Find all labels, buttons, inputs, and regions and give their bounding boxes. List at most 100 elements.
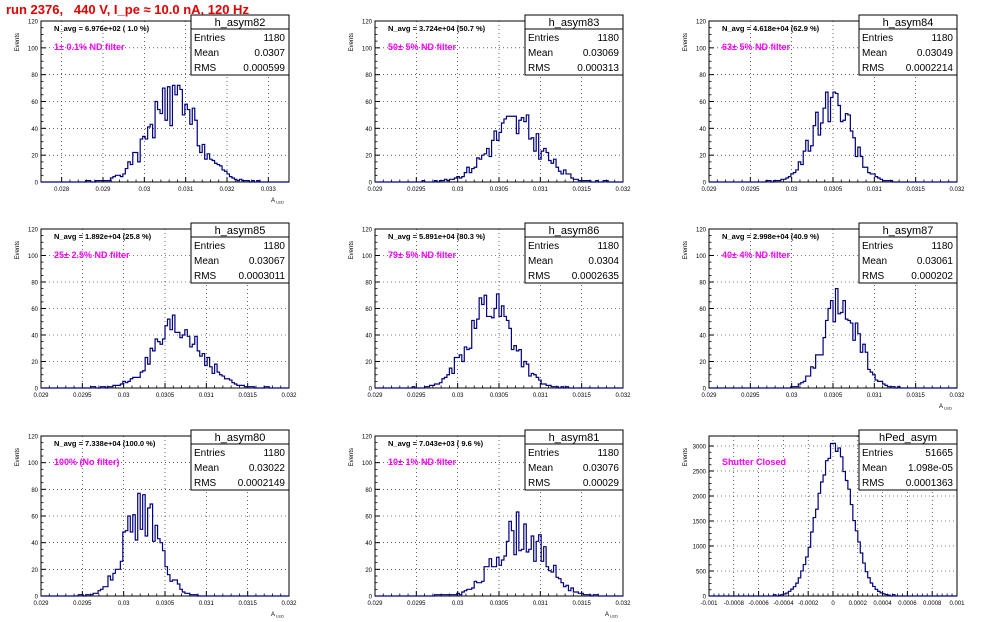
- x-tick-label: 0.0295: [741, 393, 760, 399]
- y-tick-label: 40: [699, 127, 706, 133]
- x-tick-label: 0.0315: [572, 393, 591, 399]
- y-tick-label: 120: [362, 435, 373, 441]
- y-tick-label: 60: [31, 307, 38, 313]
- y-tick-label: 100: [362, 461, 373, 467]
- y-tick-label: 80: [365, 281, 372, 287]
- x-tick-label: 0.03: [118, 393, 130, 399]
- histogram-trace: [41, 84, 289, 183]
- x-tick-label: 0.031: [199, 601, 215, 607]
- histogram-trace: [709, 288, 957, 389]
- histogram-trace: [41, 492, 289, 597]
- stats-label: RMS: [862, 63, 885, 74]
- stats-value: 51665: [925, 448, 953, 459]
- y-tick-label: 120: [362, 228, 373, 234]
- y-tick-label: 20: [365, 568, 372, 574]
- x-tick-label: 0.032: [949, 393, 965, 399]
- y-tick-label: 3000: [693, 445, 707, 451]
- y-tick-label: 60: [31, 100, 38, 106]
- x-tick-label: 0.03: [118, 601, 130, 607]
- histogram-trace: [375, 511, 623, 597]
- y-tick-label: 0: [35, 595, 39, 601]
- x-tick-label: 0.032: [219, 187, 235, 193]
- stats-value: 1180: [931, 33, 953, 44]
- y-tick-label: 80: [31, 281, 38, 287]
- stats-title: h_asym83: [549, 17, 600, 29]
- x-tick-label: 0: [831, 601, 835, 607]
- stats-box: [524, 443, 624, 491]
- stats-value: 0.0002149: [238, 478, 286, 489]
- y-tick-label: 0: [369, 387, 373, 393]
- stats-label: RMS: [528, 271, 551, 282]
- stats-label: Entries: [528, 241, 559, 252]
- stats-label: Entries: [194, 33, 225, 44]
- x-tick-label: 0.0315: [572, 187, 591, 193]
- x-tick-label: 0.001: [949, 601, 965, 607]
- x-tick-label: 0.03: [138, 187, 150, 193]
- y-tick-label: 100: [696, 46, 707, 52]
- stats-title: h_asym84: [883, 17, 934, 29]
- stats-value: 0.0002635: [572, 271, 620, 282]
- x-tick-label: 0.0295: [407, 601, 426, 607]
- x-tick-label: 0.032: [615, 393, 631, 399]
- x-tick-label: 0.0315: [238, 393, 257, 399]
- y-tick-label: 40: [31, 334, 38, 340]
- stats-label: Mean: [194, 463, 219, 474]
- x-tick-label: 0.0315: [238, 601, 257, 607]
- x-tick-label: 0.0295: [73, 601, 92, 607]
- y-tick-label: 40: [31, 127, 38, 133]
- x-tick-label: 0.0305: [490, 393, 509, 399]
- x-tick-label: 0.0315: [572, 601, 591, 607]
- y-tick-label: 40: [699, 334, 706, 340]
- x-tick-label: 0.031: [533, 601, 549, 607]
- x-tick-label: 0.031: [867, 187, 883, 193]
- y-tick-label: 20: [699, 154, 706, 160]
- stats-value: 1180: [597, 33, 619, 44]
- y-tick-label: 0: [703, 595, 707, 601]
- stats-value: 0.03067: [249, 256, 286, 267]
- y-axis-title: Events: [349, 33, 355, 51]
- y-tick-label: 1000: [693, 545, 707, 551]
- y-axis-title: Events: [683, 448, 689, 466]
- stats-label: Mean: [528, 48, 553, 59]
- x-tick-label: 0.029: [367, 393, 383, 399]
- y-tick-label: 500: [696, 570, 707, 576]
- x-tick-label: 0.0295: [73, 393, 92, 399]
- histogram-trace: [375, 114, 623, 183]
- stats-label: Entries: [862, 448, 893, 459]
- x-tick-label: 0.0006: [898, 601, 917, 607]
- x-tick-label: 0.0305: [824, 187, 843, 193]
- navg-label: N_avg = 1.892e+04 (25.8 %): [54, 232, 152, 241]
- panel-h_asym80: 0 20 40 60 80 100 120 0.029 0.0295 0.03 0.0305 0.03…: [15, 429, 297, 619]
- x-tick-label: 0.03: [786, 393, 798, 399]
- stats-label: RMS: [862, 271, 885, 282]
- histogram-trace: [41, 314, 289, 389]
- stats-label: Entries: [194, 448, 225, 459]
- x-tick-label: 0.033: [261, 187, 277, 193]
- stats-value: 1180: [597, 448, 619, 459]
- x-tick-label: 0.03: [452, 393, 464, 399]
- stats-title: h_asym82: [215, 17, 266, 29]
- stats-title: h_asym81: [549, 432, 600, 444]
- x-axis-title-sub: LED: [275, 614, 284, 619]
- y-tick-label: 60: [365, 515, 372, 521]
- navg-label: N_avg = 4.618e+04 (62.9 %): [722, 24, 820, 33]
- y-tick-label: 100: [28, 46, 39, 52]
- stats-label: Mean: [528, 256, 553, 267]
- x-tick-label: 0.029: [367, 601, 383, 607]
- x-axis-title: A LED: [939, 404, 952, 411]
- histogram-trace: [709, 442, 957, 597]
- y-tick-label: 1500: [693, 520, 707, 526]
- y-tick-label: 120: [362, 20, 373, 26]
- y-tick-label: 20: [31, 360, 38, 366]
- stats-value: 1180: [263, 241, 285, 252]
- x-tick-label: 0.03: [786, 187, 798, 193]
- panel-h_asym82: 0 20 40 60 80 100 120 0.028 0.029 0.03 0.031 0.032 0…: [15, 14, 290, 205]
- navg-label: N_avg = 7.338e+04 (100.0 %): [54, 439, 156, 448]
- stats-value: 1180: [931, 241, 953, 252]
- y-tick-label: 100: [28, 254, 39, 260]
- x-axis-title: A LED: [271, 198, 284, 205]
- y-axis-title: Events: [349, 241, 355, 259]
- filter-label: 1± 0.1% ND filter: [54, 42, 125, 52]
- stats-value: 0.00029: [583, 478, 620, 489]
